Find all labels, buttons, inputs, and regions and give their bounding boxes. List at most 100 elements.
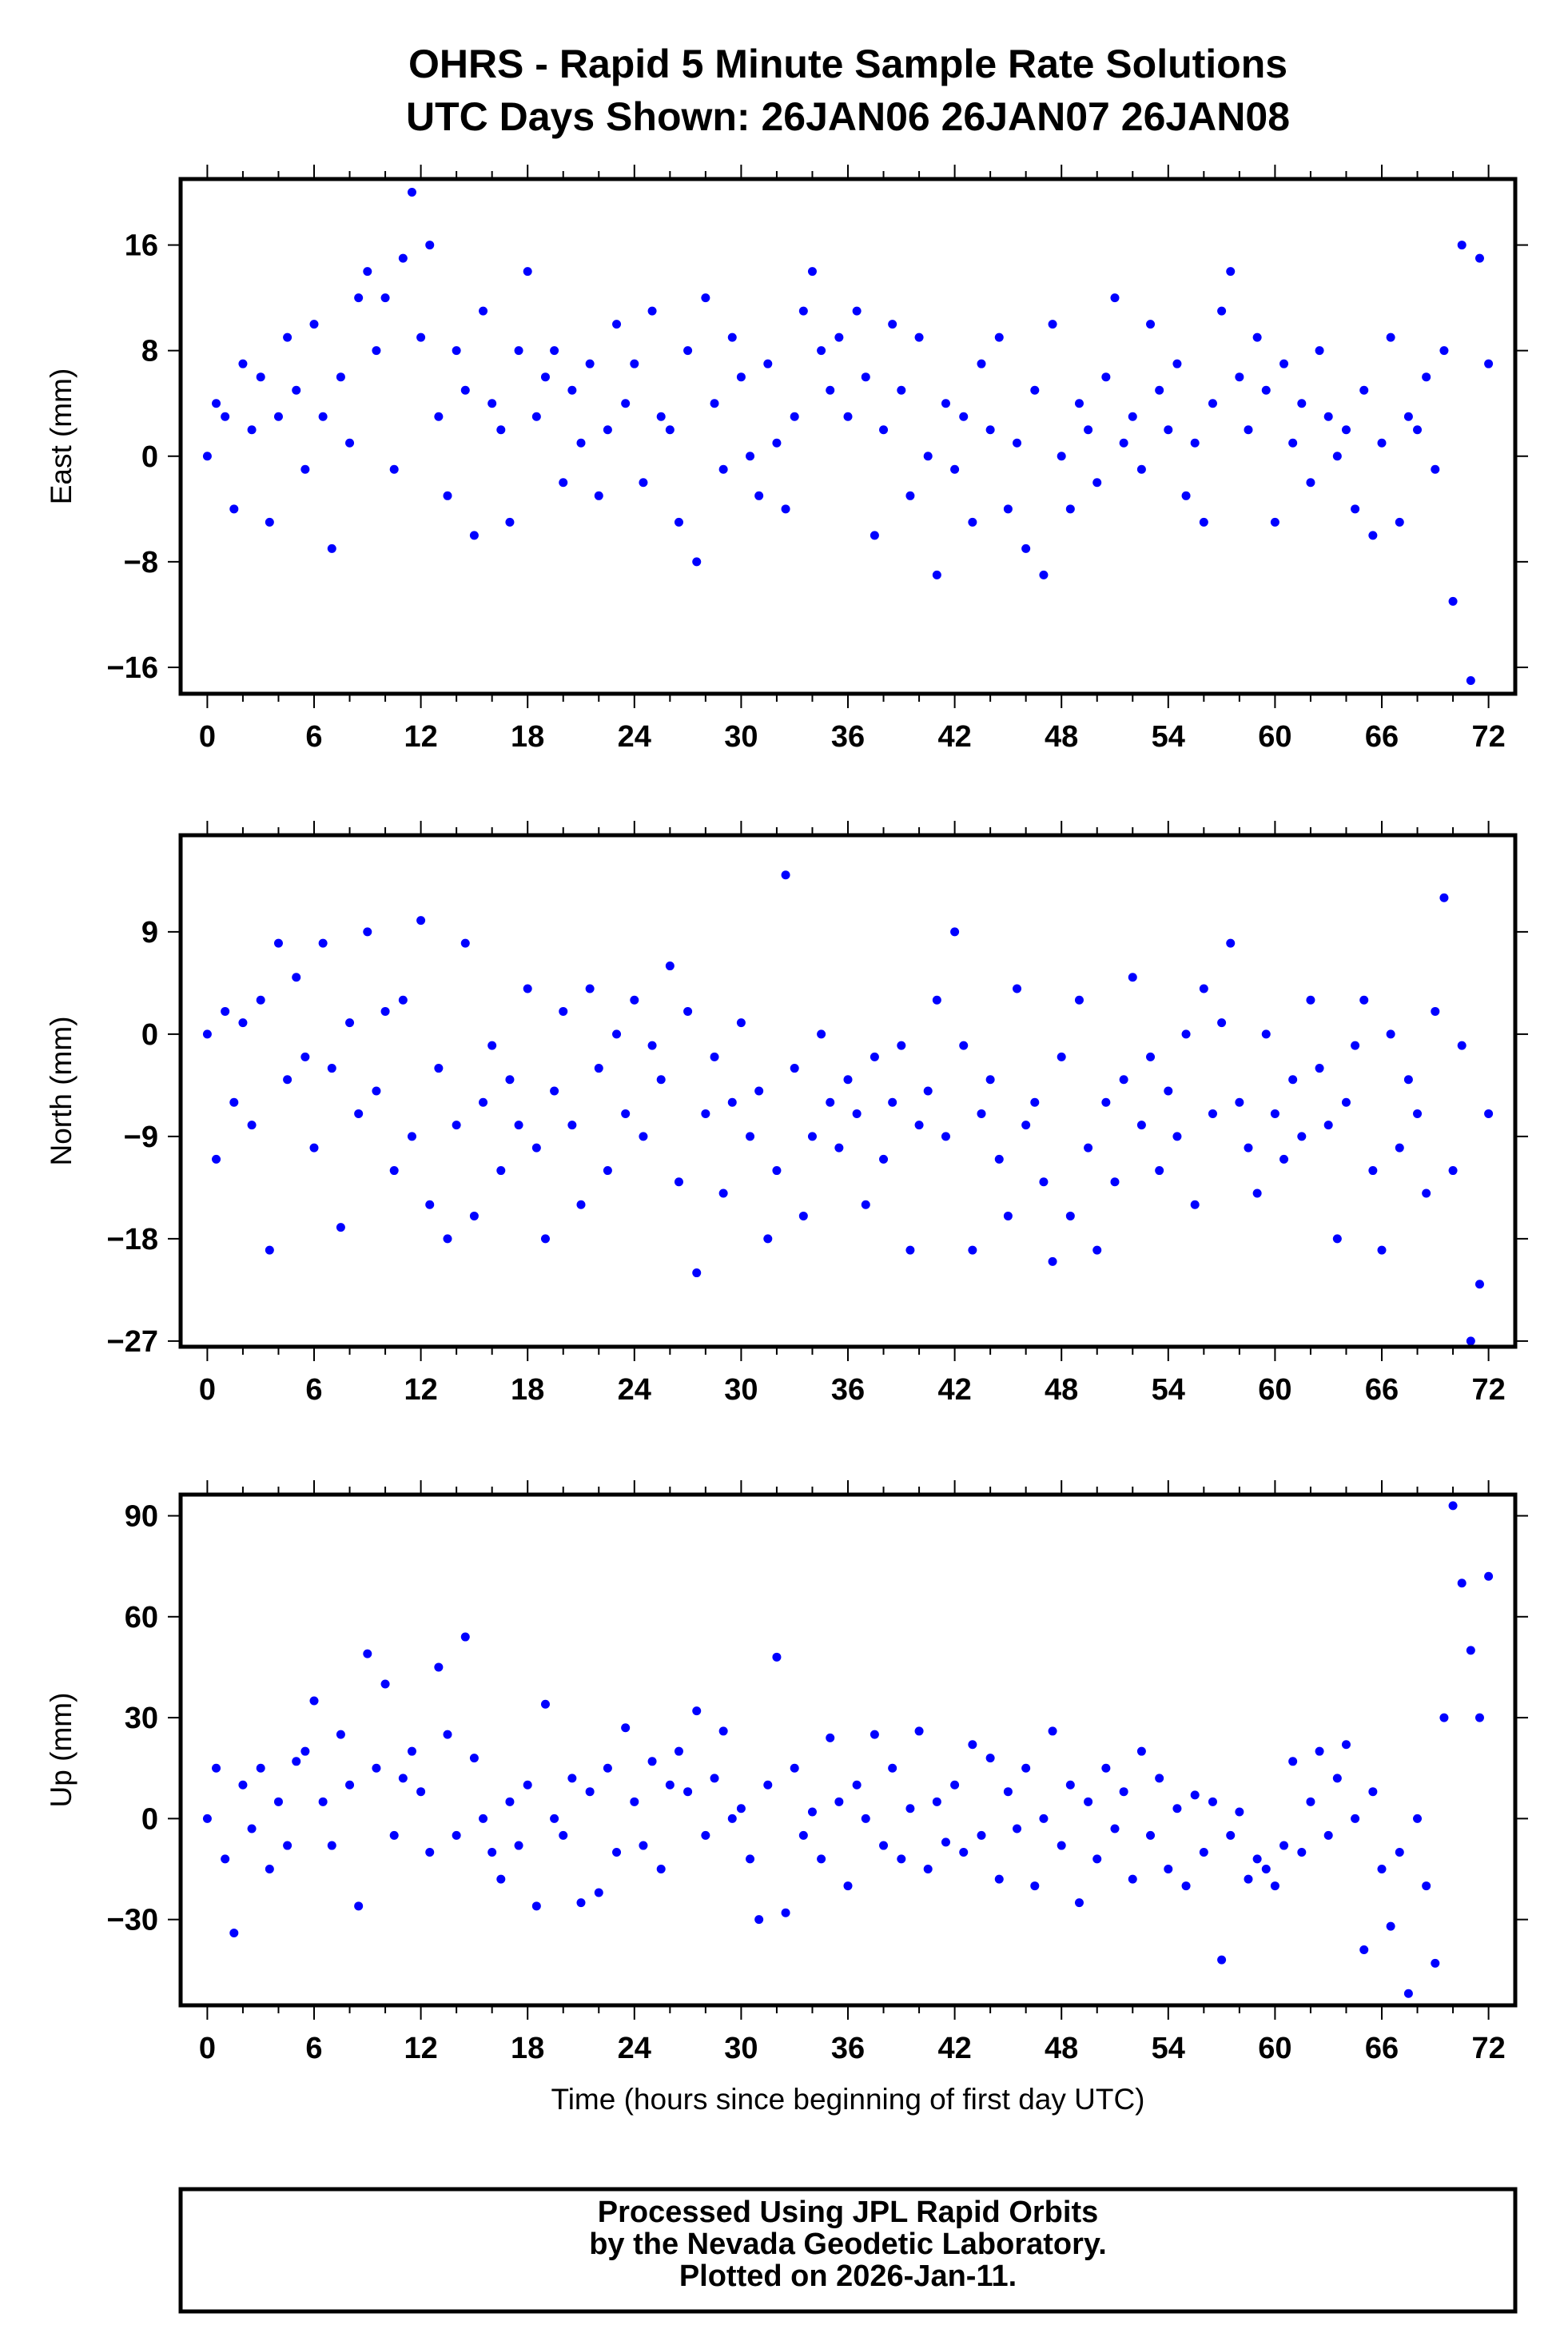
data-point <box>1136 1121 1146 1130</box>
data-point <box>1315 1746 1324 1756</box>
data-point <box>1422 1188 1431 1198</box>
data-point <box>647 1041 657 1050</box>
x-tick-label: 30 <box>724 2032 758 2065</box>
data-point <box>221 1854 230 1864</box>
data-point <box>1448 1501 1458 1511</box>
data-point <box>550 346 559 356</box>
data-point <box>790 1064 799 1073</box>
data-point <box>888 1097 897 1107</box>
data-point <box>238 359 248 368</box>
data-point <box>229 504 239 514</box>
data-point <box>834 332 844 342</box>
data-point <box>1439 1713 1449 1722</box>
data-point <box>746 452 755 461</box>
data-point <box>1226 938 1236 948</box>
data-point <box>354 293 364 303</box>
x-tick-label: 54 <box>1152 1373 1185 1407</box>
data-point <box>1057 1841 1066 1850</box>
data-point <box>603 1166 612 1176</box>
data-point <box>229 1097 239 1107</box>
data-point <box>1003 1211 1013 1220</box>
data-point <box>1190 1200 1200 1209</box>
x-tick-label: 36 <box>831 1373 865 1407</box>
data-point <box>469 531 479 540</box>
data-point <box>1092 478 1102 488</box>
data-point <box>746 1132 755 1141</box>
chart-title-line1: OHRS - Rapid 5 Minute Sample Rate Soluti… <box>408 42 1287 86</box>
x-tick-label: 54 <box>1152 2032 1185 2065</box>
data-point <box>585 984 595 993</box>
data-point <box>1315 1064 1324 1073</box>
data-point <box>540 1699 550 1709</box>
data-point <box>1164 1086 1173 1096</box>
data-point <box>1279 359 1289 368</box>
data-point <box>968 517 977 527</box>
data-point <box>1128 1874 1137 1884</box>
data-point <box>1377 438 1387 448</box>
data-point <box>496 1874 506 1884</box>
data-point <box>1110 1824 1120 1833</box>
x-tick-label: 24 <box>618 2032 651 2065</box>
data-point <box>309 320 319 329</box>
data-point <box>683 346 693 356</box>
data-point <box>932 570 941 579</box>
data-point <box>1199 1847 1208 1857</box>
panel-north: 0 6 12 18 24 30 36 42 48 54 60 66 72 9 0 −9 −18 −27 North … <box>45 821 1528 1407</box>
x-tick-label: 72 <box>1471 1373 1505 1407</box>
data-point <box>985 425 995 435</box>
y-tick-label: 30 <box>125 1702 158 1735</box>
data-point <box>1323 412 1333 421</box>
data-point <box>1003 504 1013 514</box>
data-point <box>407 1746 416 1756</box>
data-point <box>1101 1763 1111 1773</box>
data-point <box>434 1064 444 1073</box>
data-point <box>1030 1881 1040 1891</box>
data-point <box>292 385 301 395</box>
data-point <box>718 464 728 474</box>
data-point <box>1297 399 1307 408</box>
data-point <box>300 464 310 474</box>
data-point <box>754 1915 764 1925</box>
data-point <box>327 543 336 553</box>
data-point <box>273 938 283 948</box>
data-point <box>1413 425 1423 435</box>
data-point <box>1244 1874 1253 1884</box>
data-point <box>576 1898 586 1908</box>
data-point <box>1235 1807 1244 1817</box>
data-point <box>212 399 221 408</box>
data-point <box>1155 385 1164 395</box>
data-point <box>968 1740 977 1750</box>
data-point <box>1181 491 1191 500</box>
data-point <box>1065 1780 1075 1790</box>
data-point <box>861 372 870 382</box>
data-point <box>505 1797 515 1806</box>
y-tick-label: −8 <box>124 546 158 579</box>
data-point <box>817 1029 826 1039</box>
footer-line3: Plotted on 2026-Jan-11. <box>679 2259 1017 2293</box>
plot-frame <box>178 1492 1518 2008</box>
x-tick-label: 30 <box>724 1373 758 1407</box>
data-point <box>523 267 532 277</box>
data-point <box>1448 596 1458 606</box>
data-point <box>1155 1166 1164 1176</box>
x-tick-label: 18 <box>511 1373 544 1407</box>
data-point <box>425 1847 435 1857</box>
data-point <box>256 372 265 382</box>
y-tick-label: −16 <box>107 651 158 685</box>
data-point <box>763 359 773 368</box>
data-point <box>345 1780 355 1790</box>
data-point <box>630 359 639 368</box>
x-tick-label: 24 <box>618 1373 651 1407</box>
data-point <box>861 1200 870 1209</box>
data-point <box>1030 385 1040 395</box>
data-point <box>318 1797 328 1806</box>
data-point <box>1065 1211 1075 1220</box>
panel-east: 0 6 12 18 24 30 36 42 48 54 60 66 72 16 8 0 −8 −16 East (m… <box>45 165 1528 754</box>
data-point <box>612 1847 622 1857</box>
data-points-north <box>202 870 1494 1346</box>
data-point <box>443 1234 452 1244</box>
data-point <box>1057 452 1066 461</box>
data-point <box>1021 543 1031 553</box>
data-point <box>701 1830 710 1840</box>
data-point <box>380 1006 390 1016</box>
